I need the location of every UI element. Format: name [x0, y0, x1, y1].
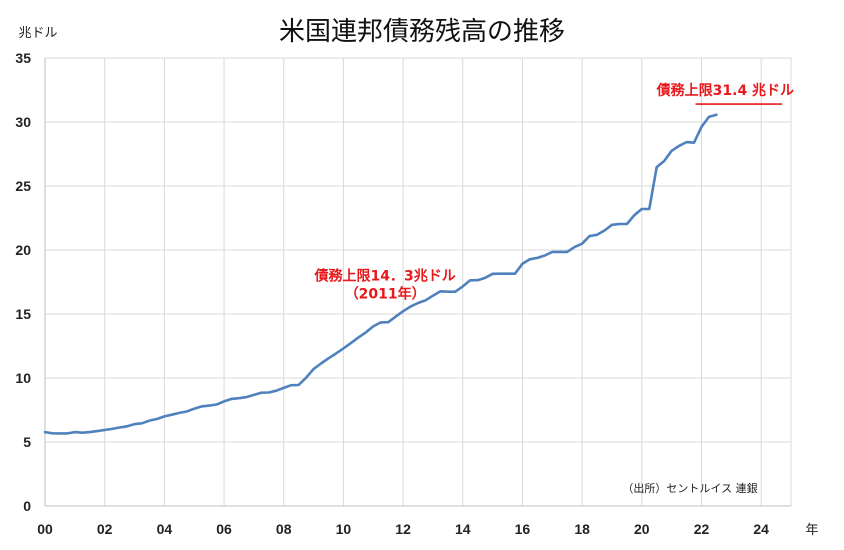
- x-tick-label: 08: [276, 521, 292, 537]
- annotation-label: 債務上限31.4 兆ドル: [656, 82, 794, 99]
- x-tick-label: 16: [515, 521, 531, 537]
- annotation-label: 債務上限14．3兆ドル: [314, 268, 456, 285]
- x-tick-label: 22: [694, 521, 710, 537]
- y-tick-label: 10: [15, 370, 31, 386]
- y-tick-label: 30: [15, 114, 31, 130]
- x-tick-label: 06: [216, 521, 232, 537]
- chart-title: 米国連邦債務残高の推移: [279, 17, 565, 47]
- x-tick-label: 02: [97, 521, 113, 537]
- x-tick-label: 20: [634, 521, 650, 537]
- x-tick-labels: 00 02 04 06 08 10 12 14 16 18 20 22 24: [37, 521, 769, 537]
- source-note: （出所）セントルイス 連銀: [622, 481, 757, 495]
- y-tick-label: 15: [15, 306, 31, 322]
- y-tick-label: 20: [15, 242, 31, 258]
- y-tick-label: 35: [15, 50, 31, 66]
- x-tick-label: 14: [455, 521, 471, 537]
- series-lines: [43, 113, 718, 435]
- x-tick-label: 12: [395, 521, 411, 537]
- y-tick-labels: 0 5 10 15 20 25 30 35: [15, 50, 31, 514]
- debt-series-line: [43, 113, 718, 435]
- gridlines: [45, 57, 792, 506]
- x-tick-label: 10: [336, 521, 352, 537]
- annotation-label: （2011年）: [345, 286, 426, 303]
- y-tick-label: 25: [15, 178, 31, 194]
- x-tick-label: 00: [37, 521, 53, 537]
- x-tick-label: 18: [574, 521, 590, 537]
- y-tick-label: 5: [23, 434, 31, 450]
- annotations: 債務上限14．3兆ドル（2011年） 債務上限31.4 兆ドル: [314, 82, 795, 303]
- x-tick-label: 24: [753, 521, 769, 537]
- y-tick-label: 0: [23, 498, 31, 514]
- x-tick-label: 04: [157, 521, 173, 537]
- y-axis-unit-label: 兆ドル: [18, 26, 57, 41]
- x-axis-unit-label: 年: [805, 523, 818, 538]
